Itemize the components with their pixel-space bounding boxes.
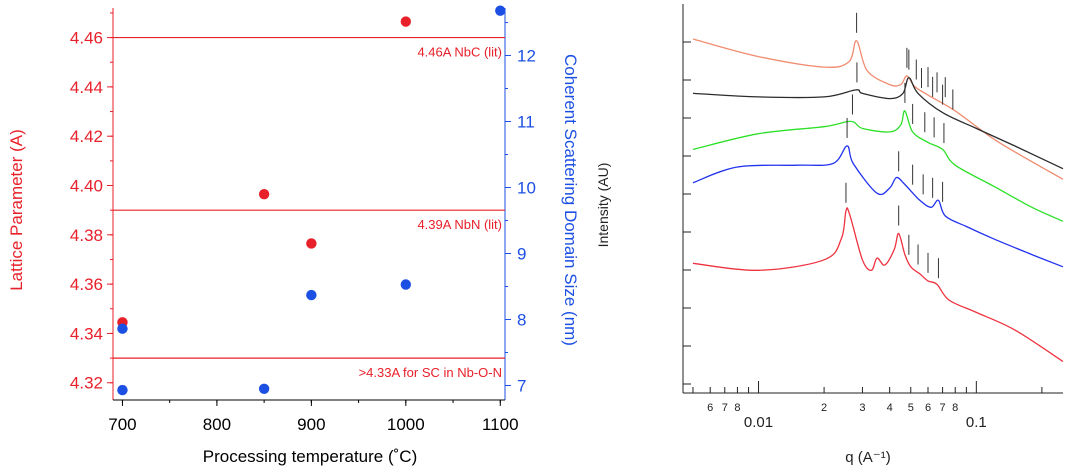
scattering-curve [692,110,1064,222]
right-y-axis-label: Coherent Scattering Domain Size (nm) [561,54,580,346]
q-minor-tick-label: 2 [821,402,827,414]
q-minor-tick-label: 8 [734,402,740,414]
left-chart: 4.32 4.34 4.36 4.38 4.40 4.42 4.44 4.46 7 8 9 10 11… [7,5,580,466]
intensity-axis-label: Intensity (AU) [595,163,611,248]
left-x-axis-label: Processing temperature (˚C) [203,447,417,466]
domain-size-point [258,383,270,394]
domain-size-point [400,279,412,290]
y-tick-label: 4.38 [70,226,103,245]
intensity-axis-ticks [683,41,691,385]
y-tick-label: 4.40 [70,177,103,196]
left-y-axis-label: Lattice Parameter (A) [7,129,26,291]
q-minor-tick-label: 8 [952,402,958,414]
x-tick-label: 700 [108,415,136,434]
domain-size-point [117,323,128,334]
right-chart: 0.01 0.16 7 8 2 3 4 5 6 7 8 Intensity (AU) q (A⁻¹) [595,4,1064,466]
y-tick-label: 4.42 [70,127,103,146]
domain-size-point [306,289,317,301]
x-tick-label: 800 [203,415,231,434]
q-minor-tick-label: 3 [859,402,865,414]
lattice-parameter-point [400,16,412,27]
peak-markers [845,12,954,279]
q-major-tick-label: 0.1 [966,414,987,431]
y2-tick-label: 11 [517,113,535,132]
q-major-tick-label: 0.01 [744,414,773,431]
q-minor-tick-label: 7 [722,402,728,414]
y-tick-label: 4.32 [70,374,103,393]
lattice-parameter-point [306,238,317,249]
y2-tick-label: 8 [517,310,526,329]
right-chart-frame [682,4,1063,394]
reference-lines: 4.46A NbC (lit) 4.39A NbN (lit) >4.33A for… [113,36,505,380]
x-tick-label: 1000 [387,415,425,434]
y-tick-label: 4.46 [70,29,103,48]
lattice-parameter-point [258,188,270,200]
x-tick-label: 900 [297,415,325,434]
left-x-axis-ticks: 700 800 900 1000 1100 [108,400,519,434]
q-axis-label: q (A⁻¹) [845,449,890,466]
reference-line-label: 4.46A NbC (lit) [417,45,502,60]
y-tick-label: 4.44 [70,78,103,97]
y2-tick-label: 9 [517,244,526,263]
y2-tick-label: 10 [517,179,536,198]
q-minor-tick-label: 5 [908,402,914,414]
scattering-curve [692,38,1064,180]
left-y-axis-ticks: 4.32 4.34 4.36 4.38 4.40 4.42 4.44 4.46 [70,12,113,393]
left-chart-frame [112,8,506,401]
scattering-curve [692,207,1064,363]
domain-size-point [495,5,506,16]
x-tick-label: 1100 [482,415,519,434]
q-minor-tick-label: 6 [925,402,931,414]
y2-tick-label: 7 [517,376,526,395]
y-tick-label: 4.34 [70,324,103,343]
q-minor-tick-label: 7 [940,402,946,414]
reference-line-label: >4.33A for SC in Nb-O-N [359,365,502,380]
scattering-curve [692,76,1064,170]
right-y-axis-ticks: 7 8 9 10 11 12 [505,22,536,395]
domain-size-point [117,384,128,396]
scattering-curves [692,38,1064,363]
q-minor-tick-label: 6 [707,402,713,414]
scattering-curve [692,145,1064,268]
y-tick-label: 4.36 [70,275,103,294]
data-points [117,5,506,396]
y2-tick-label: 12 [517,47,536,66]
q-axis-ticks: 0.01 0.16 7 8 2 3 4 5 6 7 8 [692,381,1043,431]
q-minor-tick-label: 4 [887,402,893,414]
reference-line-label: 4.39A NbN (lit) [417,217,502,232]
